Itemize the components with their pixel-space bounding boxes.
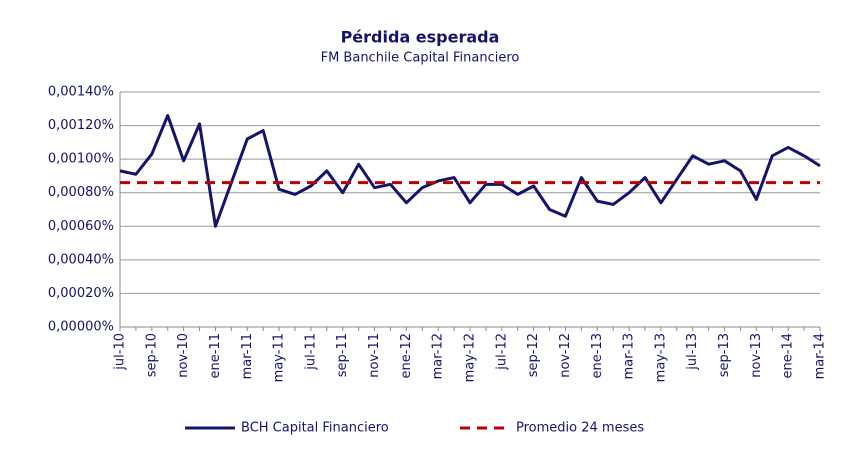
x-tick-label: ene-13 (590, 333, 605, 378)
y-tick-label: 0,00080% (48, 185, 114, 200)
chart-title: Pérdida esperada (341, 28, 500, 47)
chart-subtitle: FM Banchile Capital Financiero (321, 51, 520, 66)
x-tick-label: may-11 (272, 333, 287, 382)
x-tick-label: jul-13 (685, 333, 700, 371)
y-tick-label: 0,00020% (48, 286, 114, 301)
legend-label: Promedio 24 meses (516, 421, 644, 436)
x-tick-label: sep-11 (335, 333, 350, 377)
x-tick-label: mar-14 (813, 333, 828, 379)
x-tick-label: sep-10 (144, 333, 159, 377)
x-tick-label: nov-13 (749, 333, 764, 378)
x-tick-label: mar-13 (622, 333, 637, 379)
y-tick-label: 0,00100% (48, 152, 114, 167)
x-tick-label: sep-13 (717, 333, 732, 377)
x-tick-label: mar-11 (240, 333, 255, 379)
legend-label: BCH Capital Financiero (241, 421, 389, 436)
x-tick-label: jul-10 (113, 333, 128, 371)
x-tick-label: nov-12 (558, 333, 573, 378)
y-tick-label: 0,00000% (48, 320, 114, 335)
x-tick-label: ene-12 (399, 333, 414, 378)
y-tick-label: 0,00040% (48, 252, 114, 267)
y-tick-label: 0,00120% (48, 118, 114, 133)
x-tick-label: may-12 (463, 333, 478, 382)
x-tick-label: jul-12 (494, 333, 509, 371)
y-tick-label: 0,00140% (48, 85, 114, 100)
x-tick-label: nov-11 (367, 333, 382, 378)
x-tick-label: sep-12 (526, 333, 541, 377)
x-tick-label: nov-10 (176, 333, 191, 378)
series-line (119, 114, 821, 228)
y-tick-label: 0,00060% (48, 219, 114, 234)
x-tick-label: jul-11 (303, 333, 318, 371)
x-tick-label: mar-12 (431, 333, 446, 379)
x-tick-label: may-13 (653, 333, 668, 382)
x-tick-label: ene-14 (781, 333, 796, 378)
x-tick-label: ene-11 (208, 333, 223, 378)
